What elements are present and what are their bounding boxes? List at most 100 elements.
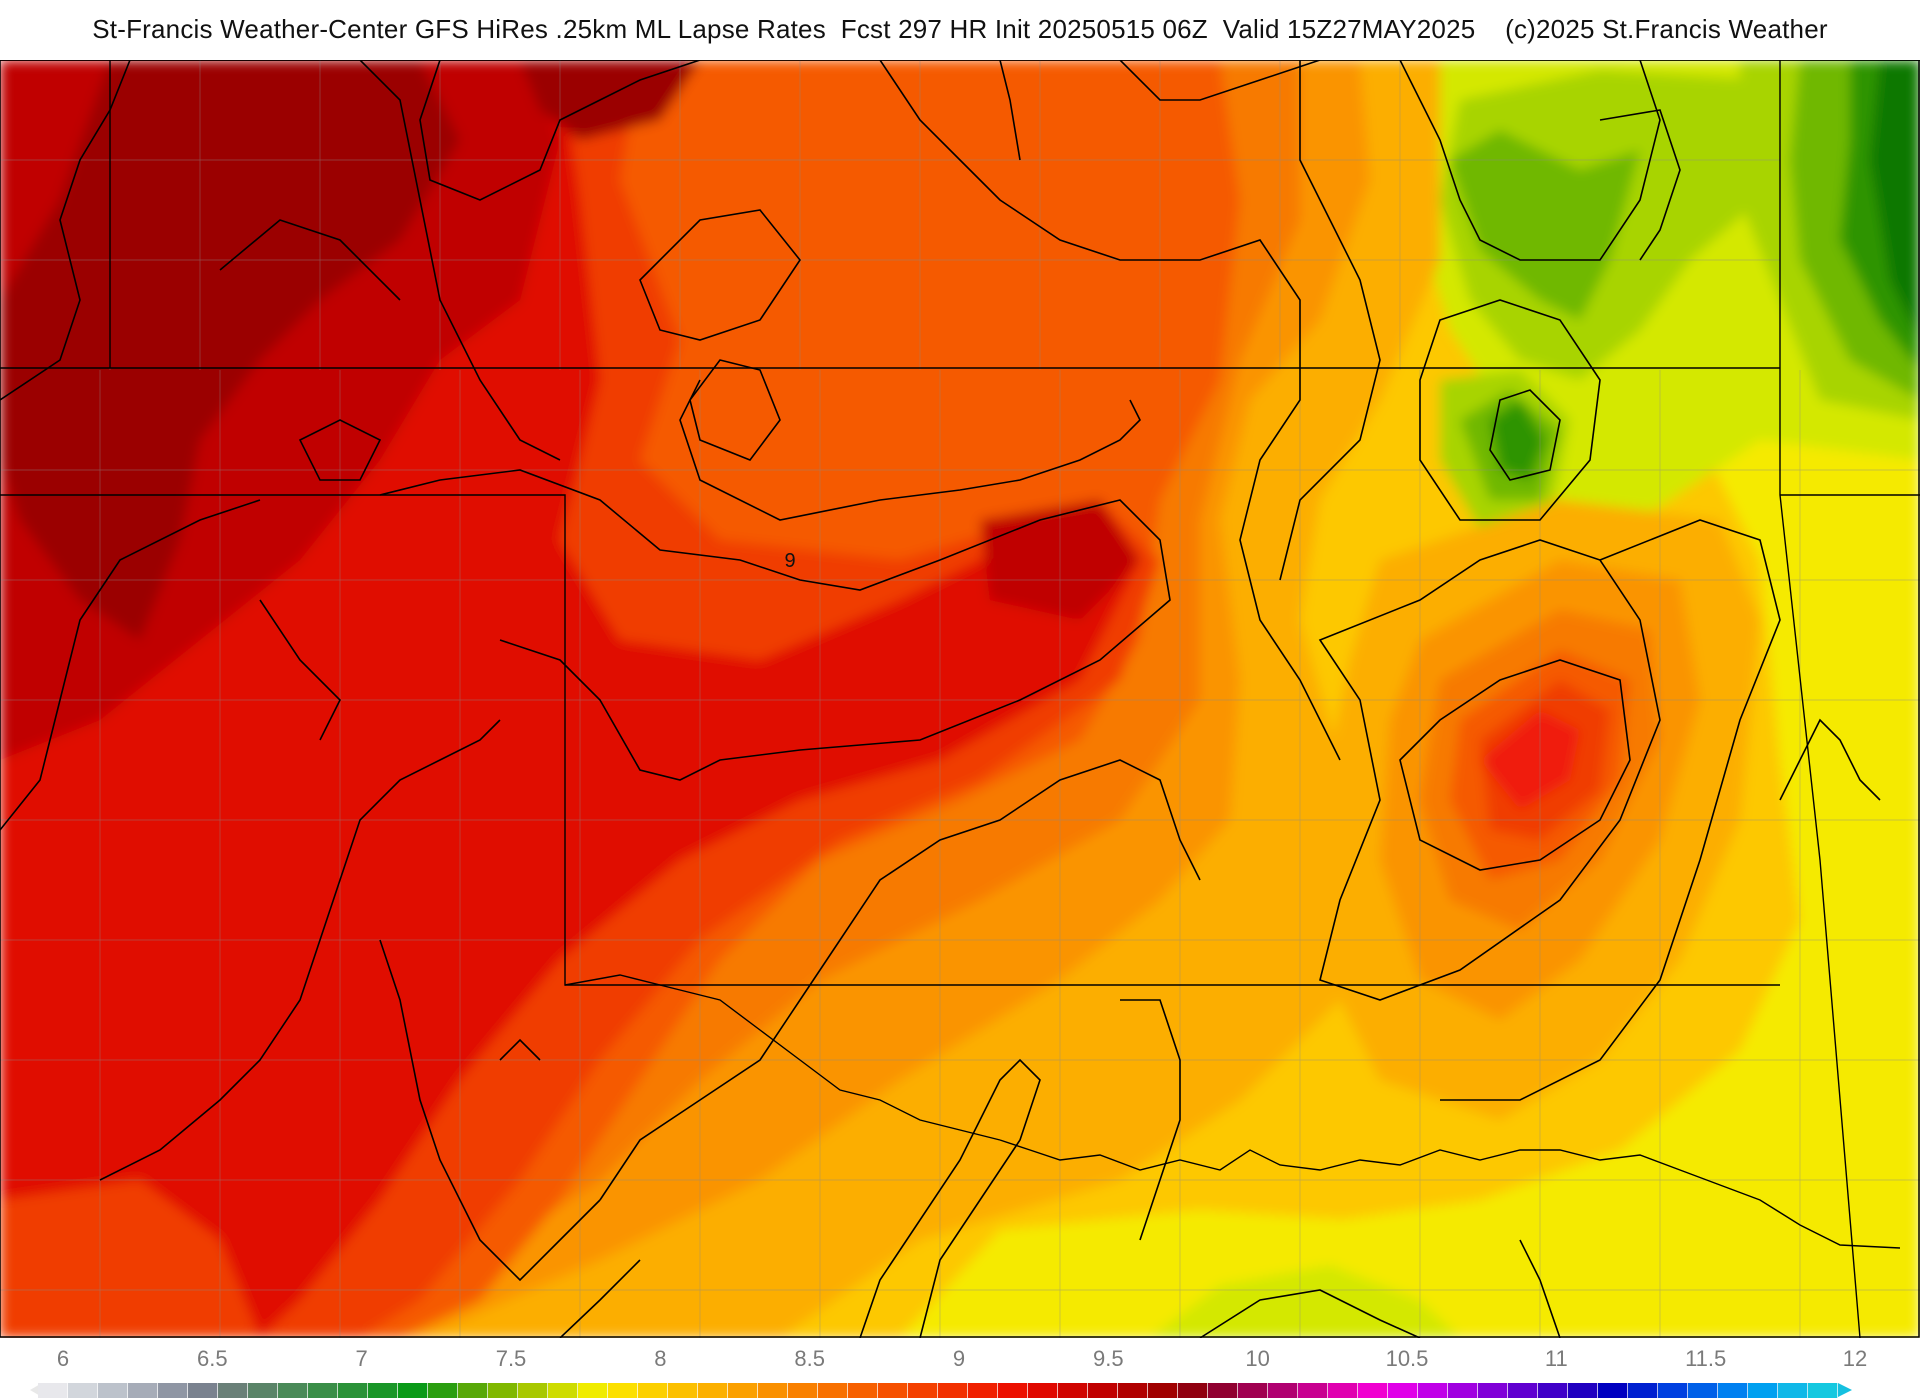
colorbar-segment	[1598, 1383, 1628, 1398]
colorbar-segment	[938, 1383, 968, 1398]
contour-t	[1318, 539, 1661, 1001]
region-lightgreen-1	[1450, 130, 1640, 320]
colorbar-segment	[248, 1383, 278, 1398]
colorbar-segment	[68, 1383, 98, 1398]
contour-z	[599, 759, 1201, 1201]
colorbar-tick-label: 7	[355, 1346, 368, 1371]
colorbar-tick-label: 6	[56, 1346, 70, 1371]
colorbar-segment	[1208, 1383, 1238, 1398]
colorbar-segment	[1118, 1383, 1148, 1398]
colorbar-segment	[1778, 1383, 1808, 1398]
colorbar-segment	[698, 1383, 728, 1398]
region-red-southwest	[0, 700, 340, 1200]
colorbar-segment	[458, 1383, 488, 1398]
contour-s	[1599, 109, 1681, 261]
panhandle-south-line	[564, 974, 1001, 1141]
contour-x	[99, 719, 501, 1181]
contour-c	[0, 499, 261, 831]
colorbar-tick-label: 7.5	[495, 1346, 527, 1371]
region-darkred-north	[520, 60, 700, 140]
colorbar-segment	[218, 1383, 248, 1398]
region-darkgreen-east	[1870, 60, 1920, 340]
colorbar-segment	[1388, 1383, 1418, 1398]
contour-aa	[859, 1058, 1041, 1338]
red-river	[999, 1139, 1901, 1249]
colorbar-segment	[338, 1383, 368, 1398]
colorbar-tick-label: 8	[654, 1346, 667, 1371]
colorbar-segment	[1148, 1383, 1178, 1398]
contour-ac	[1199, 1289, 1421, 1338]
colorbar-segment	[638, 1383, 668, 1398]
colorbar-segment	[1058, 1383, 1088, 1398]
contour-af	[499, 1038, 541, 1061]
colorbar-segment	[488, 1383, 518, 1398]
contour-u	[1399, 659, 1631, 871]
contour-n	[1279, 60, 1381, 581]
contour-m	[879, 60, 1341, 761]
contour-lines	[0, 60, 1881, 1338]
colorbar-segment	[1508, 1383, 1538, 1398]
colorbar-segment	[1718, 1383, 1748, 1398]
colorbar-segment	[968, 1383, 998, 1398]
colorbar-strip	[38, 1383, 1838, 1398]
colorbar-tick-label: 9.5	[1093, 1346, 1124, 1371]
colorbar-tick-label: 8.5	[794, 1346, 825, 1371]
map-frame	[0, 59, 1920, 1338]
map-canvas: 9	[0, 59, 1920, 1338]
contour-b	[0, 60, 131, 401]
colorbar-segment	[908, 1383, 938, 1398]
colorbar-segment	[758, 1383, 788, 1398]
colorbar-segment	[1178, 1383, 1208, 1398]
colorbar-segment	[578, 1383, 608, 1398]
colorbar-tick-label: 6.5	[197, 1346, 228, 1371]
county-lines	[0, 60, 1920, 1338]
colorbar-segment	[1478, 1383, 1508, 1398]
colorbar-segment	[1448, 1383, 1478, 1398]
colorbar-segment	[128, 1383, 158, 1398]
colorbar-segment	[728, 1383, 758, 1398]
colorbar-segment	[1658, 1383, 1688, 1398]
colorbar-segment	[1748, 1383, 1778, 1398]
region-redorange-sw2	[0, 1180, 260, 1338]
colorbar-segment	[188, 1383, 218, 1398]
colorbar-segment	[788, 1383, 818, 1398]
contour-i	[639, 209, 801, 341]
colorbar-segment	[308, 1383, 338, 1398]
contour-h	[419, 60, 701, 201]
region-green-2	[1490, 400, 1545, 480]
colorbar-tick-label: 9	[952, 1346, 966, 1371]
colorbar: 6 6.5 7 7.5 8 8.5 9 9.5 10 10.5 11 11.5 12	[0, 1338, 1920, 1400]
contour-l	[679, 379, 1141, 521]
colorbar-segment	[1358, 1383, 1388, 1398]
colorbar-segment	[398, 1383, 428, 1398]
contour-ad	[1519, 1239, 1561, 1338]
colorbar-tick-label: 12	[1842, 1346, 1868, 1371]
colorbar-segment	[1808, 1383, 1838, 1398]
colorbar-right-arrow	[1838, 1383, 1852, 1397]
contour-j	[689, 359, 781, 461]
contour-w	[1779, 718, 1881, 801]
colorbar-segment	[848, 1383, 878, 1398]
colorbar-segment	[158, 1383, 188, 1398]
contour-q	[1419, 299, 1601, 521]
contour-f	[219, 219, 401, 301]
colorbar-segment	[518, 1383, 548, 1398]
colorbar-segment	[668, 1383, 698, 1398]
contour-g	[298, 419, 382, 481]
title-bar: St-Francis Weather-Center GFS HiRes .25k…	[0, 0, 1920, 61]
contour-a	[379, 469, 1171, 781]
contour-p	[1399, 60, 1661, 261]
colorbar-segment	[548, 1383, 578, 1398]
contour-k	[999, 60, 1021, 161]
colorbar-segment	[818, 1383, 848, 1398]
contour-o	[1119, 60, 1321, 101]
colorbar-tick-label: 10	[1245, 1346, 1270, 1371]
contour-r	[1489, 389, 1561, 481]
colorbar-tick-label: 11	[1544, 1346, 1568, 1371]
colorbar-segment	[1538, 1383, 1568, 1398]
colorbar-segment	[1568, 1383, 1598, 1398]
contour-d	[259, 599, 341, 741]
colorbar-segment	[608, 1383, 638, 1398]
colorbar-segment	[1028, 1383, 1058, 1398]
colorbar-tick-label: 10.5	[1385, 1346, 1429, 1371]
